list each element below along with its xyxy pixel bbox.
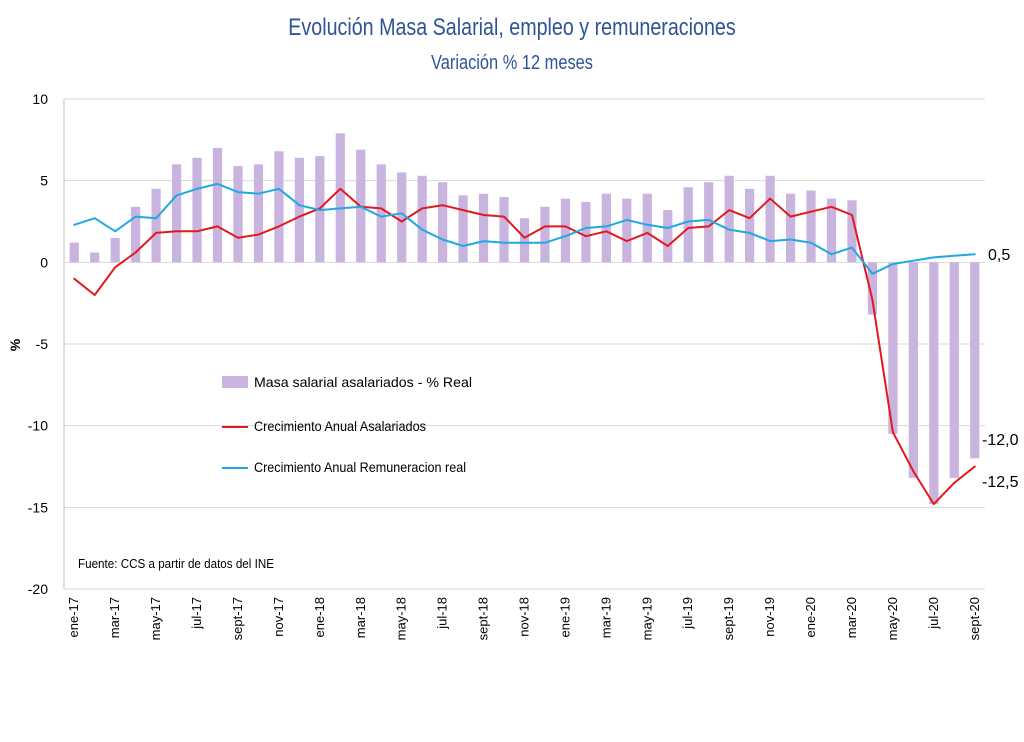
y-tick-label: -15 — [28, 499, 48, 515]
x-tick-label: jul-18 — [435, 597, 450, 630]
bar — [458, 195, 468, 263]
source-note: Fuente: CCS a partir de datos del INE — [78, 556, 274, 571]
chart-title: Evolución Masa Salarial, empleo y remune… — [288, 14, 736, 41]
bar — [806, 190, 816, 263]
bar — [540, 206, 550, 263]
bar — [642, 193, 652, 263]
bar — [294, 157, 304, 263]
bar — [110, 237, 120, 263]
bar — [335, 133, 345, 263]
bar — [519, 218, 530, 263]
y-tick-label: -20 — [28, 581, 48, 597]
bar — [192, 157, 202, 263]
legend-label-masa-salarial: Masa salarial asalariados - % Real — [254, 374, 472, 390]
bar — [765, 175, 775, 263]
bar — [683, 187, 693, 263]
legend: Masa salarial asalariados - % Real Creci… — [222, 374, 472, 475]
bar-layer — [69, 133, 980, 505]
bar — [970, 262, 980, 459]
end-label-remuneracion: 0,5 — [988, 247, 1010, 264]
x-tick-label: sept-20 — [967, 597, 982, 640]
x-tick-label: may-18 — [394, 597, 409, 640]
bar — [376, 164, 386, 263]
bar — [601, 193, 611, 263]
y-tick-label: -10 — [28, 418, 48, 434]
x-tick-label: jul-17 — [189, 597, 204, 630]
series-line-remuneracion — [73, 182, 976, 275]
bar — [847, 200, 857, 263]
bar — [888, 262, 898, 434]
x-tick-label: jul-19 — [680, 597, 695, 630]
bar — [622, 198, 632, 263]
bar — [253, 164, 264, 263]
bar — [131, 206, 141, 263]
x-tick-label: ene-18 — [312, 597, 327, 637]
y-tick-label: 5 — [40, 173, 48, 189]
grid-layer — [64, 98, 985, 590]
bar — [745, 188, 755, 263]
chart-subtitle: Variación % 12 meses — [431, 52, 593, 74]
x-tick-label: mar-20 — [844, 597, 859, 638]
bar — [663, 210, 673, 263]
bar — [233, 165, 243, 263]
x-tick-label: jul-20 — [926, 597, 941, 630]
bar — [785, 193, 796, 263]
x-tick-label: mar-18 — [353, 597, 368, 638]
bar — [929, 262, 939, 505]
x-tick-label: mar-17 — [107, 597, 122, 638]
end-label-masa-salarial: -12,0 — [982, 432, 1019, 449]
x-tick-label: nov-19 — [762, 597, 777, 637]
y-tick-label: -5 — [36, 336, 49, 352]
x-tick-label: sept-17 — [230, 597, 245, 640]
bar — [69, 242, 79, 263]
bar — [212, 148, 223, 263]
y-tick-label: 10 — [32, 91, 48, 107]
series-line-asalariados — [73, 187, 976, 506]
y-axis-label: % — [7, 338, 23, 351]
x-tick-label: sept-18 — [476, 597, 491, 640]
bar — [949, 262, 959, 478]
axis-layer: 10 5 0 -5 -10 -15 -20 ene-17 mar-17 may-17 jul-17 s… — [28, 91, 982, 640]
bar — [417, 175, 427, 263]
bar — [867, 262, 878, 315]
bar — [724, 175, 734, 263]
bar — [704, 182, 714, 263]
x-tick-label: nov-17 — [271, 597, 286, 637]
bar — [274, 151, 284, 263]
legend-label-asalariados: Crecimiento Anual Asalariados — [254, 418, 426, 434]
x-tick-label: may-17 — [148, 597, 163, 640]
end-label-asalariados: -12,5 — [982, 474, 1019, 491]
x-tick-label: ene-17 — [66, 597, 81, 637]
bar — [560, 198, 571, 263]
bar — [826, 198, 837, 263]
legend-label-remuneracion: Crecimiento Anual Remuneracion real — [254, 459, 466, 475]
x-tick-label: ene-19 — [557, 597, 572, 637]
x-tick-label: may-19 — [639, 597, 654, 640]
bar — [478, 193, 489, 263]
x-tick-label: ene-20 — [803, 597, 818, 637]
x-tick-label: may-20 — [885, 597, 900, 640]
bar — [438, 182, 448, 263]
legend-swatch-masa-salarial — [222, 376, 248, 388]
line-layer — [73, 182, 976, 506]
y-tick-label: 0 — [40, 254, 48, 270]
bar — [90, 252, 100, 263]
bar — [397, 172, 407, 263]
x-tick-label: nov-18 — [517, 597, 532, 637]
bar — [581, 201, 591, 263]
bar — [171, 164, 182, 263]
bar — [908, 262, 918, 478]
bar — [499, 197, 509, 263]
x-tick-label: mar-19 — [598, 597, 613, 638]
bar — [151, 188, 161, 263]
x-tick-label: sept-19 — [721, 597, 736, 640]
